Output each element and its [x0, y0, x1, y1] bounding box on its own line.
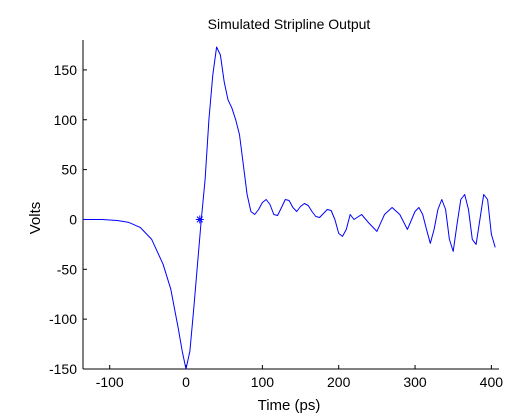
chart-title: Simulated Stripline Output: [208, 16, 371, 32]
y-tick-label: 150: [54, 62, 78, 78]
x-tick-label: 200: [327, 374, 351, 390]
x-tick-label: 400: [480, 374, 504, 390]
y-tick-label: -50: [57, 261, 77, 277]
x-tick-label: 100: [251, 374, 275, 390]
y-tick-label: 0: [69, 211, 77, 227]
x-tick-label: 0: [182, 374, 190, 390]
y-tick-label: -150: [49, 361, 77, 377]
x-tick-label: -100: [96, 374, 124, 390]
y-tick-label: 100: [54, 112, 78, 128]
plot-area: -100 0 100 200 300 400 -150 -100 -50 0 50 100 150: [49, 40, 503, 390]
y-tick-label: 50: [61, 162, 77, 178]
star-marker: [195, 215, 204, 224]
x-tick-label: 300: [403, 374, 427, 390]
series-line: [83, 46, 496, 370]
y-tick-label: -100: [49, 311, 77, 327]
x-axis-label: Time (ps): [258, 397, 321, 413]
y-axis-label: Volts: [27, 202, 44, 235]
